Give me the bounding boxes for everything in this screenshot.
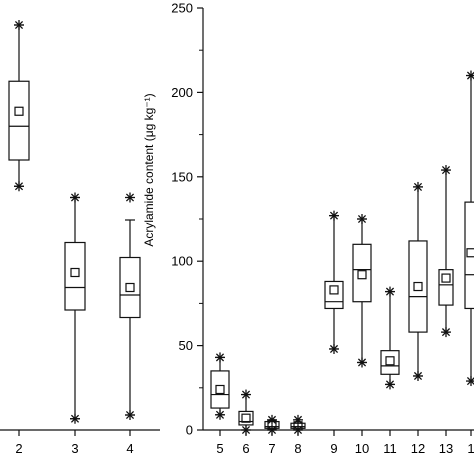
x-tick-label: 7 [268, 441, 275, 456]
mean-marker [413, 281, 423, 292]
mean-marker [385, 356, 395, 366]
mean-marker [357, 270, 367, 280]
x-tick-label: 10 [355, 441, 369, 456]
box-1 [464, 70, 474, 387]
x-tick-label: 5 [216, 441, 223, 456]
outlier-marker [14, 181, 24, 192]
box-13 [438, 165, 454, 338]
box-2 [8, 20, 30, 192]
x-tick-label: 11 [383, 441, 397, 456]
outlier-marker [466, 376, 474, 387]
outlier-marker [441, 165, 451, 176]
box-6 [238, 389, 254, 435]
outlier-marker [329, 343, 339, 354]
mean-marker [215, 384, 225, 395]
outlier-marker [385, 286, 395, 297]
y-tick-label: 150 [171, 169, 193, 184]
y-tick-label: 0 [186, 423, 193, 438]
outlier-marker [441, 327, 451, 338]
outlier-marker [14, 20, 24, 30]
outlier-marker [357, 357, 367, 368]
left-boxes [8, 20, 141, 424]
x-tick-label: 12 [411, 441, 425, 456]
mean-marker [14, 106, 24, 116]
box-3 [64, 192, 86, 424]
y-tick-label: 50 [179, 338, 193, 353]
outlier-marker [125, 192, 135, 203]
box-10 [352, 214, 372, 368]
x-tick-label: 2 [15, 441, 22, 456]
right-boxes [210, 70, 474, 435]
outlier-marker [413, 370, 423, 381]
y-tick-label: 250 [171, 1, 193, 16]
box-7 [264, 414, 280, 435]
right-y-ticks: 0 50 100 150 200 250 [171, 1, 203, 438]
box-11 [380, 286, 400, 390]
mean-marker [241, 413, 251, 423]
outlier-marker [70, 192, 80, 203]
outlier-marker [267, 425, 277, 435]
iqr-box [352, 243, 372, 303]
outlier-marker [241, 425, 251, 435]
iqr-box [238, 410, 254, 426]
x-tick-label: 8 [294, 441, 301, 456]
outlier-marker [215, 352, 225, 363]
box-5 [210, 352, 230, 420]
x-tick-label: 1 [467, 441, 474, 456]
outlier-marker [357, 214, 367, 224]
left-box-plot-panel: 2 3 4 [0, 20, 160, 456]
box-4 [119, 192, 141, 420]
outlier-marker [215, 409, 225, 420]
iqr-box [119, 256, 141, 319]
left-x-ticks: 2 3 4 [15, 430, 134, 456]
x-tick-label: 6 [242, 441, 249, 456]
outlier-marker [70, 413, 80, 424]
iqr-box [438, 269, 454, 306]
right-box-plot-panel: 0 50 100 150 200 250 5 6 7 8 9 10 11 12 13 1 Acrylamid… [142, 1, 474, 456]
mean-marker [466, 248, 474, 258]
mean-marker [70, 267, 80, 278]
outlier-marker [241, 389, 251, 400]
right-x-ticks: 5 6 7 8 9 10 11 12 13 1 [216, 430, 474, 456]
x-tick-label: 4 [126, 441, 133, 456]
y-tick-label: 100 [171, 254, 193, 269]
outlier-marker [385, 379, 395, 390]
iqr-box [210, 370, 230, 409]
mean-marker [125, 282, 135, 293]
iqr-box [64, 241, 86, 311]
outlier-marker [466, 70, 474, 81]
outlier-marker [125, 410, 135, 420]
box-9 [324, 210, 344, 354]
iqr-box [408, 240, 428, 333]
iqr-box [324, 280, 344, 310]
outlier-marker [413, 181, 423, 192]
y-axis-label: Acrylamide content (μg kg⁻¹) [142, 93, 156, 246]
outlier-marker [329, 210, 339, 221]
x-tick-label: 13 [439, 441, 453, 456]
x-tick-label: 3 [71, 441, 78, 456]
outlier-marker [293, 425, 303, 435]
y-tick-label: 200 [171, 85, 193, 100]
iqr-box [464, 201, 474, 310]
iqr-box [380, 350, 400, 375]
iqr-box [8, 80, 30, 161]
outlier-marker [267, 414, 277, 425]
outlier-marker [293, 414, 303, 425]
mean-marker [329, 285, 339, 295]
x-tick-label: 9 [330, 441, 337, 456]
mean-marker [441, 273, 451, 283]
box-12 [408, 181, 428, 381]
box-8 [290, 414, 306, 435]
